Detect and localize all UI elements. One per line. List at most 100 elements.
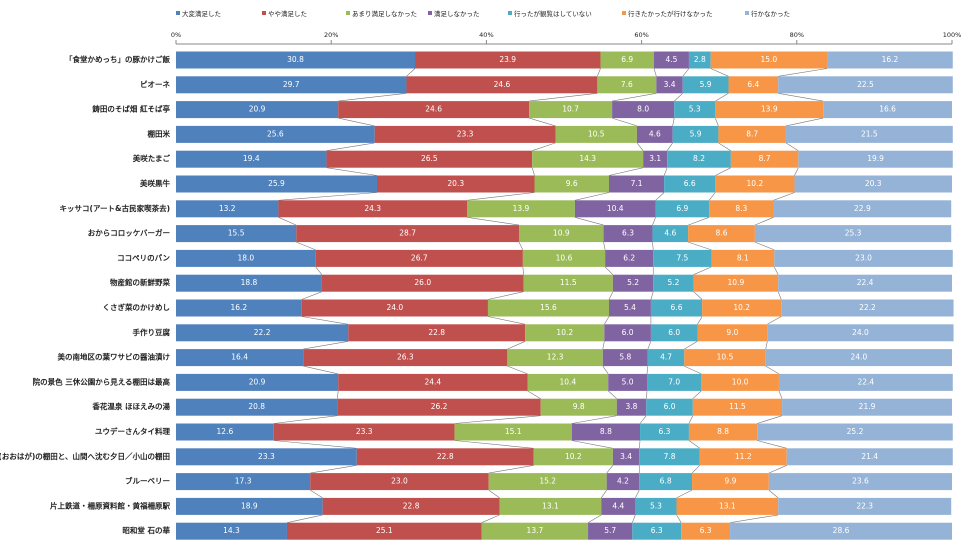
data-label: 8.2 <box>693 154 705 163</box>
data-label: 19.9 <box>867 154 884 163</box>
connector-line <box>528 117 556 127</box>
data-label: 14.3 <box>579 154 596 163</box>
connector-line <box>301 316 349 325</box>
bar-segment <box>487 299 610 317</box>
data-label: 11.2 <box>735 452 752 461</box>
connector-line <box>777 291 782 300</box>
connector-line <box>688 415 694 424</box>
data-label: 10.0 <box>732 377 749 386</box>
data-label: 6.3 <box>622 229 634 238</box>
legend-swatch <box>176 11 180 15</box>
data-label: 8.1 <box>737 253 749 262</box>
legend-swatch <box>262 11 266 15</box>
bar-segment <box>650 324 698 342</box>
bar-segment <box>612 274 654 292</box>
data-label: 10.9 <box>553 229 570 238</box>
data-label: 19.4 <box>243 154 260 163</box>
bar-segment <box>176 274 322 292</box>
connector-line <box>338 117 375 127</box>
bar-segment <box>604 324 651 342</box>
bar-segment <box>692 398 783 416</box>
category-label: ピオーネ <box>140 79 170 89</box>
bar-segment <box>286 522 482 540</box>
x-tick-label: 60% <box>634 31 648 39</box>
bar-segment <box>730 150 799 168</box>
data-label: 6.8 <box>660 477 672 486</box>
bar-segment <box>823 101 952 119</box>
data-label: 9.0 <box>726 328 738 337</box>
bar-segment <box>730 522 952 540</box>
bar-segment <box>652 225 689 243</box>
connector-line <box>666 142 673 151</box>
bar-segment <box>406 76 598 94</box>
connector-line <box>693 266 712 275</box>
data-label: 7.0 <box>668 377 680 386</box>
connector-line <box>326 142 375 151</box>
category-label: 美咲たまご <box>133 153 171 163</box>
legend-label: 満足しなかった <box>434 10 480 18</box>
data-label: 5.7 <box>604 526 616 535</box>
connector-line <box>604 316 610 325</box>
connector-line <box>481 514 500 523</box>
bar-segment <box>176 522 287 540</box>
bar-segment <box>574 200 656 218</box>
bar-segment <box>612 448 640 466</box>
bar-segment <box>176 150 327 168</box>
bar-segment <box>778 497 952 515</box>
connector-line <box>608 167 644 176</box>
connector-line <box>774 266 779 275</box>
bar-segment <box>639 473 693 491</box>
data-label: 20.3 <box>865 179 882 188</box>
data-label: 8.8 <box>600 427 612 436</box>
bar-segment <box>653 274 694 292</box>
data-label: 14.3 <box>223 526 240 535</box>
bar-segment <box>522 249 606 267</box>
data-label: 23.6 <box>852 477 869 486</box>
connector-line <box>663 167 668 176</box>
data-label: 8.7 <box>759 154 771 163</box>
bar-segment <box>710 51 828 69</box>
connector-line <box>647 341 652 350</box>
data-label: 21.4 <box>861 452 878 461</box>
connector-line <box>688 217 710 226</box>
connector-line <box>326 167 378 176</box>
bar-segment <box>635 497 677 515</box>
bar-segment <box>786 448 953 466</box>
data-label: 20.9 <box>249 377 266 386</box>
connector-line <box>529 93 598 102</box>
connector-line <box>632 514 636 523</box>
connector-line <box>518 241 524 251</box>
connector-line <box>488 489 500 499</box>
bar-segment <box>176 473 311 491</box>
bar-segment <box>640 423 689 441</box>
bar-segment <box>653 249 712 267</box>
connector-line <box>527 390 541 399</box>
connector-line <box>587 514 602 523</box>
bar-segment <box>682 76 729 94</box>
data-label: 28.7 <box>399 229 416 238</box>
data-label: 21.9 <box>859 402 876 411</box>
connector-line <box>673 93 683 102</box>
connector-line <box>768 489 779 499</box>
bar-segment <box>176 299 302 317</box>
connector-line <box>574 217 604 226</box>
bar-segment <box>176 76 407 94</box>
bar-segment <box>488 473 607 491</box>
connector-line <box>571 440 613 449</box>
bar-segment <box>681 522 731 540</box>
connector-line <box>602 341 605 350</box>
legend-label: やや満足した <box>268 10 307 18</box>
bar-segment <box>273 423 455 441</box>
data-label: 30.8 <box>287 55 304 64</box>
data-label: 13.9 <box>761 105 778 114</box>
category-label: 美咲黒牛 <box>140 178 170 188</box>
bar-segment <box>376 175 535 193</box>
data-label: 5.2 <box>667 278 679 287</box>
bar-segment <box>667 150 731 168</box>
bar-segment <box>603 225 653 243</box>
data-label: 8.0 <box>637 105 649 114</box>
bar-segment <box>674 101 716 119</box>
data-label: 13.1 <box>542 501 559 510</box>
bar-segment <box>176 249 316 267</box>
